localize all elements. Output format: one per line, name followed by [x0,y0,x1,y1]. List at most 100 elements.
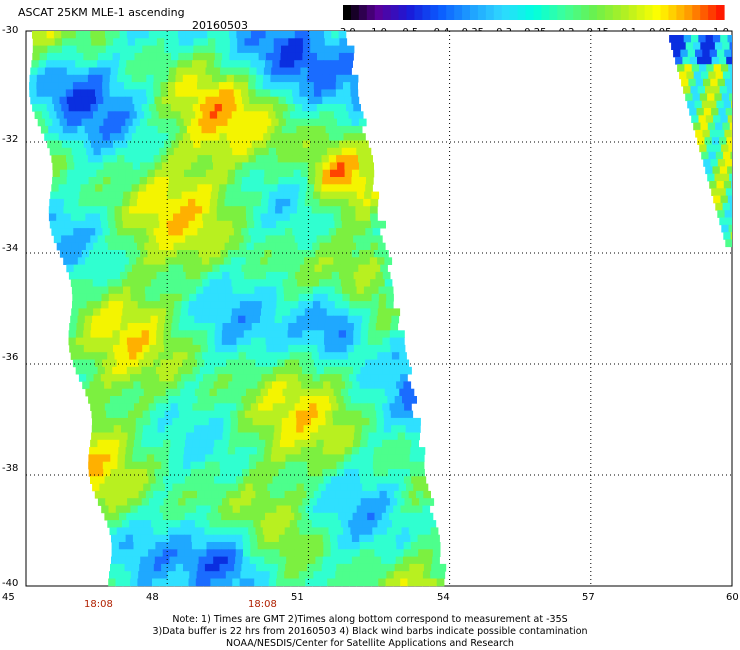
swath-cell [44,67,53,76]
swath-cell [358,454,367,463]
swath-cell [170,104,179,112]
swath-cell [244,271,252,280]
swath-cell [205,67,214,76]
swath-cell [40,125,49,134]
swath-cell [118,542,127,550]
swath-cell [290,242,298,251]
swath-cell [265,52,274,61]
swath-cell [356,242,364,251]
swath-cell [52,118,60,127]
swath-cell [117,396,125,404]
swath-cell [131,133,140,141]
swath-cell [78,206,86,214]
swath-cell [159,191,168,200]
swath-cell [384,520,393,528]
swath-cell [150,257,159,265]
swath-cell [88,264,96,273]
swath-cell [123,505,131,514]
swath-cell [382,330,391,338]
swath-cell [350,490,358,499]
swath-cell [277,490,285,499]
swath-cell [177,235,186,244]
swath-cell [118,549,127,557]
colorbar-block [366,5,376,20]
swath-cell [178,271,187,280]
colorbar-block [509,5,519,20]
swath-cell [325,425,334,433]
swath-cell [337,556,345,565]
swath-cell [174,301,182,309]
swath-cell [268,308,276,317]
lon-label: 60 [726,592,739,603]
swath-cell [103,96,111,105]
swath-cell [364,505,372,514]
swath-cell [79,301,87,309]
swath-cell [329,177,338,185]
swath-cell [384,352,393,360]
swath-cell [314,396,323,404]
swath-cell [144,286,153,295]
swath-cell [109,359,118,368]
swath-cell [316,235,325,244]
swath-cell [265,403,274,411]
swath-cell [207,235,215,244]
swath-cell [690,86,699,94]
swath-cell [351,177,360,185]
swath-cell [190,461,199,470]
swath-cell [347,410,355,419]
swath-cell [136,352,145,360]
swath-cell [293,162,301,171]
swath-cell [276,578,284,587]
swath-cell [120,271,128,280]
lat-label: -30 [2,25,19,36]
swath-cell [207,330,215,338]
swath-cell [249,250,258,258]
swath-cell [202,213,210,222]
swath-cell [173,111,181,119]
swath-cell [287,439,295,448]
swath-cell [343,133,352,141]
swath-cell [187,315,195,324]
swath-cell [49,220,58,229]
swath-cell [378,220,386,229]
swath-cell [381,549,390,557]
swath-cell [243,403,252,411]
swath-cell [250,381,258,390]
swath-cell [260,315,268,324]
swath-cell [351,264,359,273]
swath-cell [331,403,339,411]
swath-cell [270,133,279,141]
swath-cell [130,147,138,156]
swath-cell [69,45,77,54]
swath-cell [78,198,87,207]
swath-cell [223,483,232,492]
swath-cell [268,111,276,119]
swath-cell [40,38,48,46]
swath-cell [349,191,358,200]
swath-cell [437,571,446,579]
swath-cell [356,374,364,382]
swath-cell [118,447,126,455]
swath-cell [340,213,349,222]
swath-cell [263,563,271,572]
swath-cell [718,56,727,65]
swath-cell [197,133,206,141]
swath-cell [205,454,213,463]
swath-cell [207,104,215,112]
swath-cell [260,388,269,397]
swath-cell [249,469,257,477]
swath-cell [377,520,386,528]
swath-cell [59,162,68,171]
swath-cell [278,454,286,463]
swath-cell [266,323,274,331]
swath-cell [114,206,123,214]
swath-cell [197,563,206,572]
swath-cell [225,571,234,579]
swath-cell [30,67,38,76]
swath-cell [159,505,168,514]
swath-cell [188,242,196,251]
swath-cell [227,96,236,105]
swath-cell [315,250,324,258]
time-label: 18:08 [84,599,113,610]
swath-cell [298,571,307,579]
